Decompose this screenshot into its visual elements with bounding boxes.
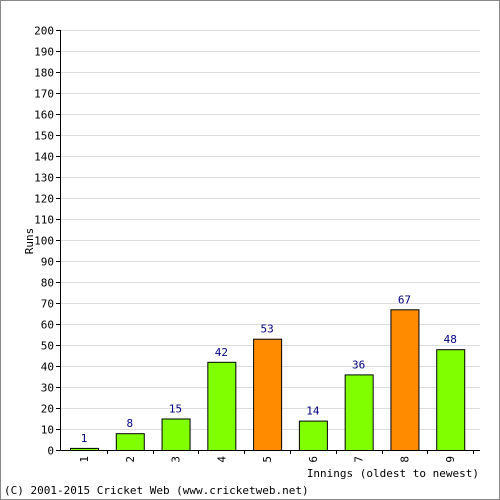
bar (298, 420, 328, 452)
data-label: 14 (306, 405, 320, 418)
y-tick-label: 150 (34, 130, 54, 143)
y-axis-label: Runs (23, 228, 36, 255)
y-tick-label: 50 (41, 340, 54, 353)
data-label: 1 (81, 432, 88, 445)
data-label: 53 (260, 323, 273, 336)
bar (390, 309, 420, 451)
bars (70, 309, 466, 452)
y-tick-label: 190 (34, 46, 54, 59)
y-tick-label: 20 (41, 403, 54, 416)
y-tick-label: 80 (41, 277, 54, 290)
bar (344, 374, 374, 451)
y-tick-label: 90 (41, 256, 54, 269)
y-tick-label: 170 (34, 88, 54, 101)
y-tick-label: 120 (34, 193, 54, 206)
x-tick-label: 9 (444, 456, 457, 463)
x-tick-label: 2 (124, 456, 137, 463)
copyright-footer: (C) 2001-2015 Cricket Web (www.cricketwe… (4, 484, 309, 497)
y-tick-label: 30 (41, 382, 54, 395)
y-tick-label: 10 (41, 424, 54, 437)
x-tick-labels: 1 2 3 4 5 6 7 8 9 (78, 456, 457, 463)
bar (115, 433, 145, 452)
axes (56, 30, 480, 454)
data-label: 8 (126, 417, 133, 430)
y-tick-label: 140 (34, 151, 54, 164)
bar (207, 361, 237, 451)
data-label: 42 (215, 346, 228, 359)
y-tick-label: 0 (47, 445, 54, 458)
y-tick-label: 160 (34, 109, 54, 122)
y-tick-labels: 0 10 20 30 40 50 60 70 80 90 100 110 120 130 140 150 160… (34, 25, 54, 458)
data-label: 67 (398, 293, 411, 306)
bar (253, 338, 283, 452)
y-tick-label: 200 (34, 25, 54, 38)
x-tick-label: 1 (78, 456, 91, 463)
x-tick-label: 8 (398, 456, 411, 463)
grid-lines (60, 30, 480, 430)
y-tick-label: 60 (41, 319, 54, 332)
bar (161, 418, 191, 451)
x-tick-label: 3 (170, 456, 183, 463)
x-tick-label: 7 (353, 456, 366, 463)
y-tick-label: 130 (34, 172, 54, 185)
x-tick-label: 4 (215, 456, 228, 463)
bar (436, 349, 466, 452)
x-axis-label: Innings (oldest to newest) (307, 467, 479, 480)
data-labels: 1 8 15 42 53 14 36 67 48 (81, 293, 457, 445)
data-label: 48 (444, 333, 457, 346)
y-tick-label: 100 (34, 235, 54, 248)
x-tick-label: 5 (261, 456, 274, 463)
data-label: 15 (169, 403, 182, 416)
y-tick-label: 180 (34, 67, 54, 80)
y-tick-label: 40 (41, 361, 54, 374)
y-tick-label: 70 (41, 298, 54, 311)
data-label: 36 (352, 358, 365, 371)
y-tick-label: 110 (34, 214, 54, 227)
x-tick-label: 6 (307, 456, 320, 463)
